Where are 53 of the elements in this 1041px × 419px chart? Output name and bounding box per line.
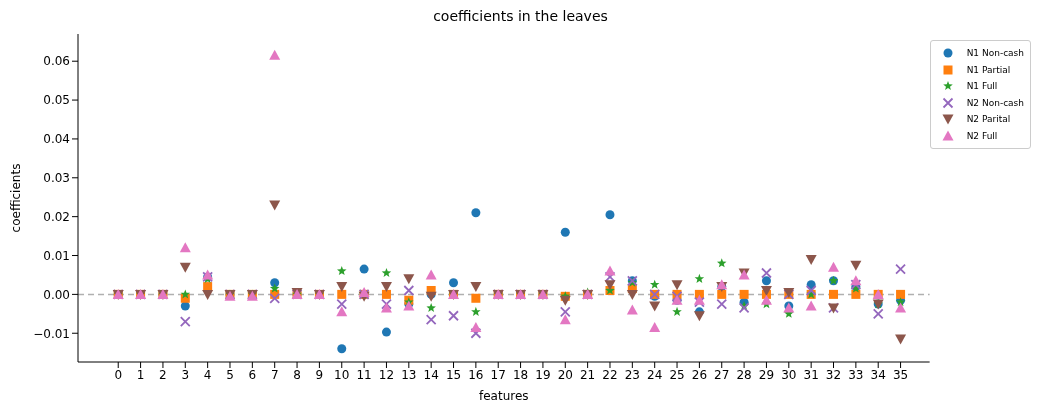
y-tick-label: 0.04 (43, 132, 70, 147)
legend-label: N2 Full (966, 130, 998, 141)
legend-label: N1 Full (966, 81, 998, 92)
y-tick-label: 0.06 (43, 54, 70, 69)
x-tick-label: 23 (624, 367, 640, 382)
x-tick-label: 13 (401, 367, 417, 382)
legend-label: N2 Non-cash (966, 97, 1024, 108)
x-tick-label: 33 (848, 367, 864, 382)
x-tick-label: 2 (159, 367, 167, 382)
x-tick-label: 30 (781, 367, 797, 382)
x-tick-label: 32 (825, 367, 842, 382)
x-tick-label: 6 (248, 367, 257, 382)
x-tick-label: 25 (669, 367, 685, 382)
y-tick-label: 0.03 (43, 171, 70, 186)
y-tick-label: 0.00 (43, 287, 70, 302)
x-tick-label: 35 (892, 367, 909, 382)
x-tick-label: 4 (203, 367, 212, 382)
legend-label: N1 Non-cash (966, 48, 1024, 59)
x-tick-label: 17 (490, 367, 506, 382)
x-tick-label: 1 (136, 367, 145, 382)
x-tick-label: 22 (602, 367, 618, 382)
x-tick-label: 31 (803, 367, 819, 382)
x-tick-label: 12 (378, 367, 395, 382)
x-tick-label: 8 (293, 367, 301, 382)
x-tick-label: 11 (356, 367, 372, 382)
y-tick-label: 0.01 (43, 248, 70, 263)
legend-label: N1 Partial (966, 64, 1011, 75)
x-tick-label: 7 (270, 367, 279, 382)
x-tick-label: 10 (334, 367, 350, 382)
x-tick-label: 27 (714, 367, 730, 382)
x-tick-label: 19 (535, 367, 551, 382)
x-tick-label: 21 (579, 367, 596, 382)
x-tick-label: 29 (758, 367, 775, 382)
x-tick-label: 20 (557, 367, 573, 382)
x-tick-label: 9 (315, 367, 324, 382)
x-tick-label: 0 (114, 367, 123, 382)
x-tick-label: 28 (736, 367, 752, 382)
x-tick-label: 14 (423, 367, 439, 382)
y-axis-title: coefficients (9, 163, 24, 233)
x-tick-label: 26 (691, 367, 708, 382)
chart-title: coefficients in the leaves (432, 8, 609, 26)
x-tick-label: 24 (647, 367, 663, 382)
x-tick-label: 34 (870, 367, 886, 382)
y-tick-label: 0.02 (43, 209, 70, 224)
y-tick-label: −0.01 (33, 326, 70, 341)
x-axis-title: features (479, 389, 529, 403)
x-tick-label: 15 (445, 367, 462, 382)
x-tick-label: 16 (468, 367, 484, 382)
x-tick-label: 3 (181, 367, 190, 382)
y-tick-label: 0.05 (43, 93, 70, 108)
x-tick-label: 5 (226, 367, 234, 382)
x-tick-label: 18 (512, 367, 529, 382)
legend-label: N2 Parital (966, 114, 1011, 125)
